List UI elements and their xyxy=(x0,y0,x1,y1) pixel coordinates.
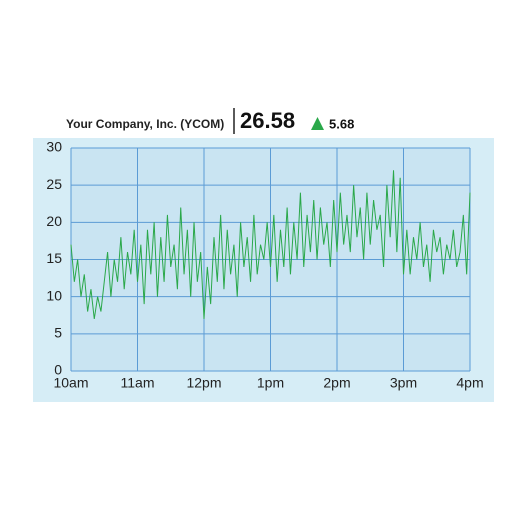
up-arrow xyxy=(311,117,324,130)
x-tick-label: 2pm xyxy=(323,375,350,391)
y-tick-label: 30 xyxy=(46,139,62,155)
y-tick-label: 5 xyxy=(54,325,62,341)
x-tick-label: 3pm xyxy=(390,375,417,391)
x-tick-label: 10am xyxy=(53,375,88,391)
y-tick-label: 25 xyxy=(46,176,62,192)
y-tick-label: 15 xyxy=(46,250,62,266)
company-name: Your Company, Inc. (YCOM) xyxy=(66,117,224,131)
change: 5.68 xyxy=(329,116,354,131)
y-tick-label: 20 xyxy=(46,213,62,229)
x-tick-label: 4pm xyxy=(456,375,483,391)
y-tick-label: 0 xyxy=(54,362,62,378)
x-tick-label: 1pm xyxy=(257,375,284,391)
price: 26.58 xyxy=(240,108,295,133)
x-tick-label: 12pm xyxy=(186,375,221,391)
y-tick-label: 10 xyxy=(46,287,62,303)
x-tick-label: 11am xyxy=(121,375,155,391)
price-line xyxy=(70,170,471,320)
